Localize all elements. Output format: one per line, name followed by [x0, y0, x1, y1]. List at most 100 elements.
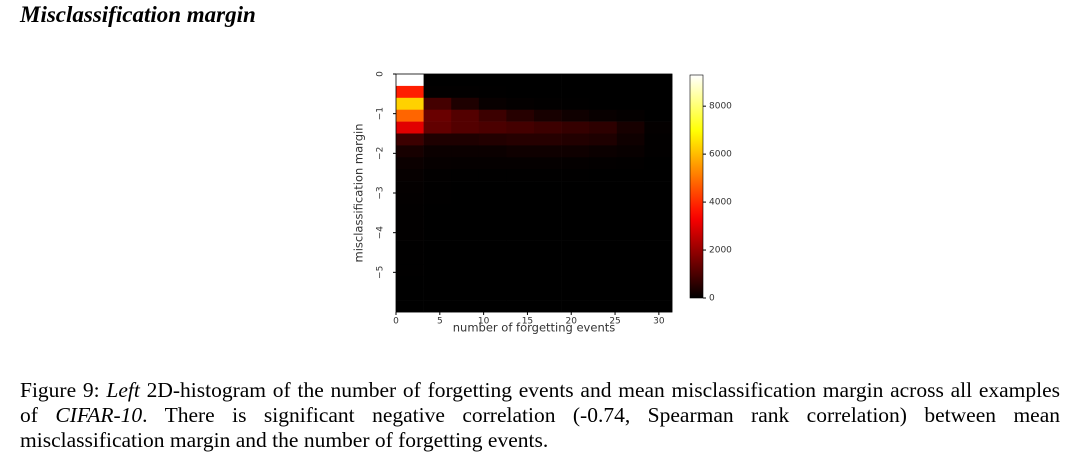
- y-tick-label: 0: [376, 71, 386, 77]
- cell: [561, 181, 590, 194]
- cell: [644, 252, 673, 265]
- cell: [506, 109, 535, 122]
- cell: [589, 228, 618, 241]
- cell: [644, 169, 673, 182]
- colorbar-tick-label: 8000: [709, 102, 732, 112]
- cell: [451, 240, 480, 253]
- cell: [616, 181, 645, 194]
- cell: [423, 240, 452, 253]
- cell: [561, 157, 590, 170]
- cell: [423, 85, 452, 99]
- cell: [616, 216, 645, 229]
- x-tick-label: 20: [566, 317, 578, 327]
- caption-text: CIFAR-10: [55, 403, 143, 427]
- x-tick-label: 30: [653, 317, 665, 327]
- cell: [534, 145, 562, 158]
- cell: [616, 109, 645, 122]
- cell: [506, 181, 535, 194]
- cell: [506, 240, 535, 253]
- cell: [616, 300, 645, 313]
- cell: [396, 169, 424, 182]
- cell: [506, 157, 535, 170]
- x-tick-label: 15: [522, 317, 533, 327]
- cell: [423, 97, 452, 110]
- cell: [506, 204, 535, 218]
- cell: [423, 169, 452, 182]
- cell: [396, 204, 424, 218]
- cell: [423, 193, 452, 206]
- colorbar: [689, 74, 704, 299]
- cell: [616, 97, 645, 110]
- cell: [589, 181, 618, 194]
- cell: [396, 181, 424, 194]
- cell: [451, 121, 480, 134]
- cell: [478, 133, 507, 146]
- cell: [561, 216, 590, 229]
- cell: [589, 240, 618, 253]
- cell: [616, 85, 645, 99]
- cell: [423, 216, 452, 229]
- cell: [589, 169, 618, 182]
- cell: [589, 288, 618, 301]
- cell: [534, 181, 562, 194]
- cell: [506, 133, 535, 146]
- cell: [589, 193, 618, 206]
- cell: [589, 109, 618, 122]
- cell: [561, 97, 590, 110]
- cell: [534, 193, 562, 206]
- cell: [478, 216, 507, 229]
- cell: [506, 216, 535, 229]
- cell: [616, 264, 645, 277]
- cell: [506, 145, 535, 158]
- cell: [644, 145, 673, 158]
- y-tick-label: −4: [376, 226, 386, 240]
- cell: [534, 204, 562, 218]
- cell: [478, 252, 507, 265]
- cell: [561, 300, 590, 313]
- cell: [423, 228, 452, 241]
- cell: [396, 157, 424, 170]
- cell: [478, 74, 507, 87]
- cell: [644, 228, 673, 241]
- x-tick-label: 5: [437, 317, 443, 327]
- cell: [616, 204, 645, 218]
- cell: [534, 97, 562, 110]
- section-title: Misclassification margin: [20, 2, 256, 27]
- cell: [478, 145, 507, 158]
- cell: [644, 204, 673, 218]
- caption-text: . There is significant negative correlat…: [20, 403, 1061, 452]
- cell: [561, 145, 590, 158]
- cell: [396, 97, 424, 110]
- cell: [561, 169, 590, 182]
- cell: [451, 74, 480, 87]
- cell: [478, 85, 507, 99]
- cell: [589, 157, 618, 170]
- cell: [561, 74, 590, 87]
- cell: [561, 288, 590, 301]
- x-tick-label: 25: [609, 317, 620, 327]
- cell: [616, 193, 645, 206]
- caption-text: Figure 9:: [20, 378, 100, 402]
- cell: [589, 216, 618, 229]
- cell: [451, 193, 480, 206]
- cell: [506, 74, 535, 87]
- cell: [616, 74, 645, 87]
- cell: [423, 252, 452, 265]
- cell: [506, 276, 535, 289]
- cell: [478, 157, 507, 170]
- cell: [478, 228, 507, 241]
- cell: [534, 74, 562, 87]
- cell: [478, 109, 507, 122]
- cell: [534, 276, 562, 289]
- cell: [451, 204, 480, 218]
- cell: [396, 300, 424, 313]
- cell: [506, 288, 535, 301]
- cell: [561, 193, 590, 206]
- cell: [396, 216, 424, 229]
- cell: [644, 181, 673, 194]
- cell: [451, 97, 480, 110]
- cell: [534, 252, 562, 265]
- cell: [506, 228, 535, 241]
- cell: [506, 193, 535, 206]
- cell: [616, 169, 645, 182]
